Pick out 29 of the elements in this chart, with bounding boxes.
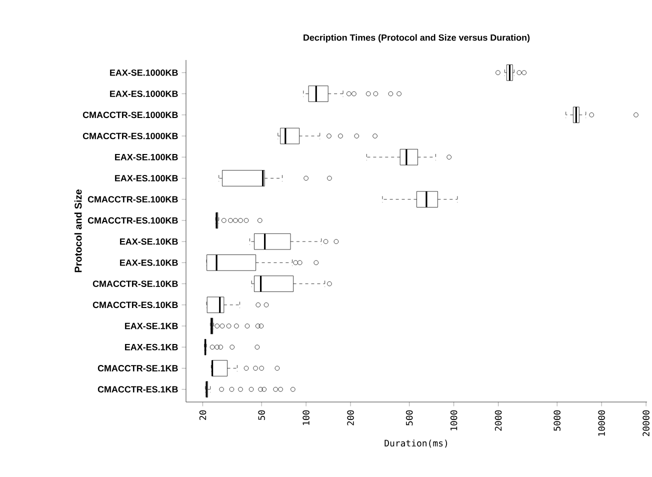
x-tick-label: 50 xyxy=(258,410,265,420)
y-tick-label: EAX-ES.1000KB xyxy=(110,90,178,97)
y-tick-label: EAX-ES.1KB xyxy=(125,344,178,350)
y-axis-title: Protocol and Size xyxy=(74,190,82,272)
x-tick-label: 100 xyxy=(302,410,310,425)
x-tick-label: 10000 xyxy=(598,410,605,436)
x-tick-label: 20000 xyxy=(642,410,650,436)
y-tick-label: EAX-SE.10KB xyxy=(120,238,178,245)
x-tick-label: 200 xyxy=(347,410,354,426)
y-tick-label: EAX-ES.100KB xyxy=(115,175,178,182)
y-tick-label: CMACCTR-SE.1KB xyxy=(98,365,178,372)
y-tick-label: CMACCTR-ES.100KB xyxy=(88,217,178,224)
y-tick-label: EAX-SE.1000KB xyxy=(110,69,178,76)
x-tick-label: 500 xyxy=(406,410,413,426)
y-tick-label: EAX-ES.10KB xyxy=(120,259,178,266)
y-tick-label: CMACCTR-ES.10KB xyxy=(92,302,178,308)
y-tick-label: EAX-SE.100KB xyxy=(115,154,178,160)
y-tick-label: CMACCTR-ES.1KB xyxy=(98,386,178,393)
x-tick-label: 20 xyxy=(199,410,206,420)
y-tick-label: CMACCTR-SE.10KB xyxy=(92,280,178,287)
x-tick-label: 5000 xyxy=(554,410,560,431)
y-tick-label: CMACCTR-ES.1000KB xyxy=(82,132,178,140)
y-tick-label: CMACCTR-SE.1000KB xyxy=(82,112,178,118)
y-tick-label: CMACCTR-SE.100KB xyxy=(88,196,178,203)
chart-title: Decription Times (Protocol and Size versus Duration) xyxy=(304,34,530,43)
y-tick-label: EAX-SE.1KB xyxy=(125,322,178,330)
x-axis-title: Duration(ms) xyxy=(384,440,448,448)
x-tick-label: 1000 xyxy=(450,410,458,430)
x-tick-label: 2000 xyxy=(494,410,502,431)
